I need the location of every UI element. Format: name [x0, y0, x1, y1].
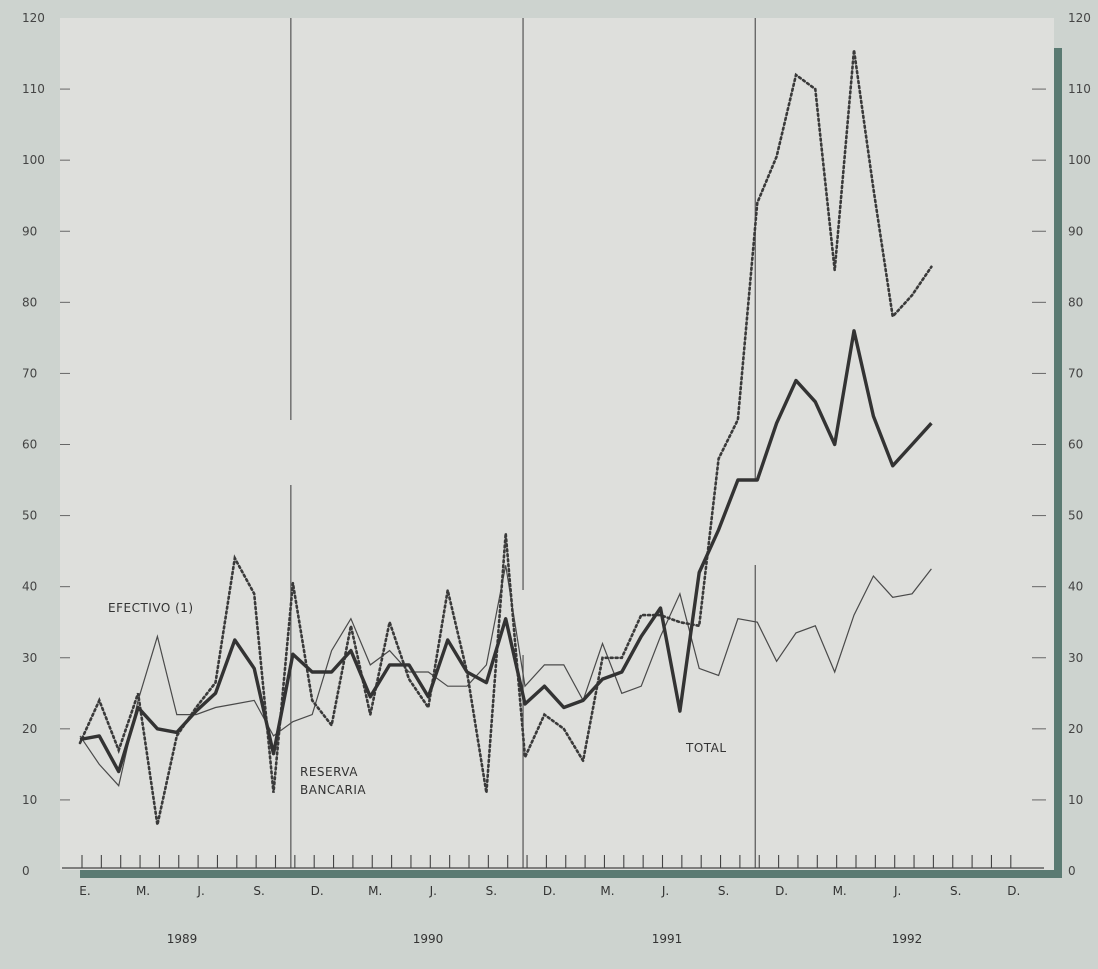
- y-axis-left: 0 10 20 30 40 50 60 70 80 90 100 110 120: [22, 11, 70, 878]
- x-tick-label: J.: [661, 884, 669, 898]
- annotation-efectivo: EFECTIVO (1): [108, 601, 194, 615]
- x-tick-label: D.: [1007, 884, 1020, 898]
- year-label: 1989: [167, 932, 198, 946]
- x-tick-label: S.: [253, 884, 264, 898]
- y-tick-label-left: 40: [22, 580, 37, 594]
- series-line-reserva: [78, 49, 933, 826]
- y-tick-label-right: 60: [1068, 438, 1083, 452]
- annotation-reserva-line1: RESERVA: [300, 765, 358, 779]
- y-tick-label-right: 10: [1068, 793, 1083, 807]
- plot-area: [60, 18, 1054, 870]
- series-line-total: [79, 329, 933, 774]
- x-tick-label: S.: [718, 884, 729, 898]
- annotation-total: TOTAL: [685, 741, 727, 755]
- y-tick-label-left: 80: [22, 295, 37, 309]
- y-tick-label-left: 30: [22, 651, 37, 665]
- y-tick-label-left: 10: [22, 793, 37, 807]
- year-dividers: [290, 18, 756, 868]
- y-tick-label-right: 0: [1068, 864, 1076, 878]
- y-tick-label-left: 70: [22, 366, 37, 380]
- x-tick-label: M.: [833, 884, 847, 898]
- year-label: 1992: [892, 932, 923, 946]
- year-label: 1991: [652, 932, 683, 946]
- x-tick-label: J.: [429, 884, 437, 898]
- x-axis: E. M. J. S. D. M. J. S. D. M. J. S. D. M. J. S. D. 1989 19…: [62, 855, 1044, 946]
- y-tick-label-left: 120: [22, 11, 45, 25]
- y-axis-right: 0 10 20 30 40 50 60 70 80 90 100 110 120: [1032, 11, 1091, 878]
- annotation-reserva-line2: BANCARIA: [300, 783, 366, 797]
- x-tick-label: J.: [893, 884, 901, 898]
- x-tick-label: J.: [196, 884, 204, 898]
- y-tick-label-left: 0: [22, 864, 30, 878]
- x-tick-label: D.: [311, 884, 324, 898]
- year-label: 1990: [413, 932, 444, 946]
- y-tick-label-left: 50: [22, 509, 37, 523]
- y-tick-label-left: 90: [22, 224, 37, 238]
- y-tick-label-left: 20: [22, 722, 37, 736]
- y-tick-label-left: 110: [22, 82, 45, 96]
- y-tick-label-left: 100: [22, 153, 45, 167]
- y-tick-label-right: 30: [1068, 651, 1083, 665]
- series-line-efectivo: [79, 565, 932, 787]
- x-tick-label: D.: [543, 884, 556, 898]
- x-tick-label: S.: [486, 884, 497, 898]
- x-tick-label: E.: [79, 884, 90, 898]
- y-tick-label-right: 40: [1068, 580, 1083, 594]
- x-tick-label: M.: [136, 884, 150, 898]
- x-tick-label: M.: [368, 884, 382, 898]
- y-tick-label-right: 110: [1068, 82, 1091, 96]
- series-layer: [78, 49, 933, 826]
- y-tick-label-right: 50: [1068, 509, 1083, 523]
- y-tick-label-right: 80: [1068, 295, 1083, 309]
- y-tick-label-right: 120: [1068, 11, 1091, 25]
- x-tick-label: M.: [600, 884, 614, 898]
- y-tick-label-right: 90: [1068, 224, 1083, 238]
- y-tick-label-right: 100: [1068, 153, 1091, 167]
- y-tick-label-left: 60: [22, 438, 37, 452]
- x-tick-label: S.: [950, 884, 961, 898]
- x-tick-label: D.: [775, 884, 788, 898]
- y-tick-label-right: 20: [1068, 722, 1083, 736]
- y-tick-label-right: 70: [1068, 366, 1083, 380]
